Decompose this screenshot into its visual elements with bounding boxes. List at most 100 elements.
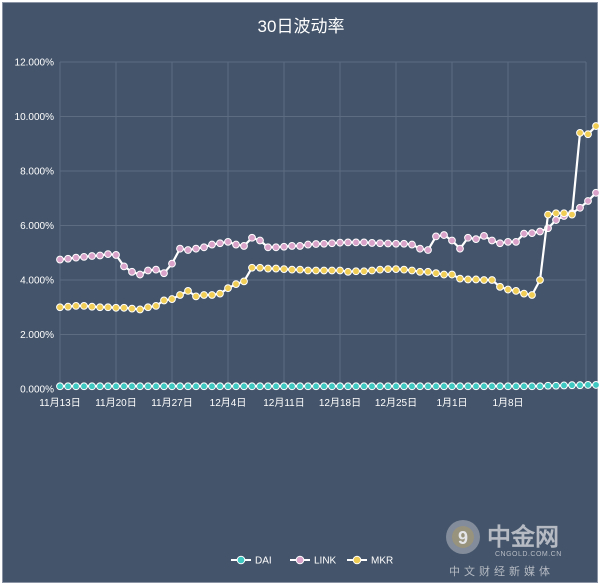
data-point-link	[480, 231, 488, 240]
data-point-link	[256, 236, 264, 245]
data-point-link	[216, 239, 224, 248]
data-point-dai	[440, 382, 448, 391]
data-point-dai	[496, 382, 504, 391]
data-point-link	[72, 253, 80, 262]
legend-item-dai: DAI	[231, 556, 272, 567]
data-point-mkr	[472, 275, 480, 284]
data-point-mkr	[72, 301, 80, 310]
series-link	[56, 188, 599, 279]
data-point-mkr	[360, 267, 368, 276]
data-point-dai	[360, 382, 368, 391]
data-point-link	[336, 238, 344, 247]
data-point-dai	[80, 382, 88, 391]
data-point-dai	[336, 382, 344, 391]
data-point-dai	[392, 382, 400, 391]
data-point-mkr	[552, 209, 560, 218]
y-tick-label: 6.000%	[20, 221, 54, 232]
legend-marker	[352, 555, 362, 565]
gold-coin-swirl-icon: 9	[446, 520, 480, 554]
data-point-mkr	[56, 303, 64, 312]
data-point-link	[112, 251, 120, 259]
data-point-mkr	[272, 264, 280, 273]
data-point-dai	[88, 382, 96, 391]
data-point-dai	[192, 382, 200, 391]
data-point-dai	[56, 382, 64, 391]
data-point-dai	[272, 382, 280, 391]
data-point-dai	[304, 382, 312, 391]
data-point-dai	[152, 382, 160, 391]
data-point-link	[240, 242, 248, 250]
legend-item-mkr: MKR	[347, 556, 393, 567]
data-point-mkr	[96, 303, 104, 312]
data-point-link	[144, 266, 152, 275]
data-point-link	[304, 240, 312, 249]
data-point-link	[328, 239, 336, 248]
data-point-link	[152, 265, 160, 274]
data-point-link	[424, 246, 432, 254]
y-tick-label: 8.000%	[20, 167, 54, 178]
data-point-dai	[296, 382, 304, 391]
data-point-mkr	[328, 266, 336, 275]
data-point-link	[80, 252, 88, 261]
data-point-dai	[120, 382, 128, 391]
data-point-mkr	[368, 266, 376, 275]
y-tick-label: 4.000%	[20, 276, 54, 287]
data-point-link	[520, 229, 528, 238]
volatility-line-chart: 30日波动率 0.000% 2.000% 4.000% 6.000% 8.000% 10.…	[15, 17, 599, 578]
data-point-link	[136, 270, 144, 279]
data-point-dai	[416, 382, 424, 391]
data-point-dai	[576, 381, 584, 390]
x-tick-label: 11月13日	[39, 397, 81, 409]
data-point-dai	[384, 382, 392, 391]
data-point-mkr	[576, 128, 584, 137]
data-point-link	[592, 188, 599, 197]
x-tick-label: 12月25日	[375, 397, 417, 409]
x-tick-label: 1月1日	[436, 397, 467, 409]
data-point-mkr	[296, 265, 304, 274]
data-point-dai	[112, 382, 120, 391]
data-point-link	[496, 239, 504, 248]
data-point-dai	[472, 382, 480, 391]
data-point-link	[376, 239, 384, 248]
legend-item-link: LINK	[290, 556, 337, 567]
data-point-dai	[528, 382, 536, 391]
data-point-mkr	[536, 276, 544, 284]
data-point-mkr	[240, 277, 248, 286]
data-point-dai	[592, 381, 599, 389]
data-point-mkr	[352, 267, 360, 276]
data-point-link	[392, 239, 400, 248]
data-point-dai	[328, 382, 336, 391]
data-point-mkr	[200, 291, 208, 299]
data-point-dai	[488, 382, 496, 391]
data-point-link	[360, 238, 368, 247]
watermark-tagline: 中文财经新媒体	[449, 564, 554, 578]
data-point-dai	[368, 382, 376, 391]
data-point-dai	[520, 382, 528, 391]
data-point-dai	[264, 382, 272, 391]
x-tick-label: 11月20日	[95, 397, 137, 409]
data-point-dai	[104, 382, 112, 391]
data-point-mkr	[376, 265, 384, 274]
series-layer	[56, 122, 599, 391]
series-line-mkr	[59, 124, 599, 311]
data-point-link	[352, 238, 360, 247]
data-point-link	[440, 231, 448, 239]
data-point-link	[296, 242, 304, 250]
data-point-mkr	[224, 284, 232, 293]
legend-label: LINK	[314, 556, 337, 567]
data-point-dai	[376, 382, 384, 391]
data-point-dai	[464, 382, 472, 391]
data-point-link	[288, 242, 296, 250]
data-point-link	[456, 244, 464, 253]
data-point-dai	[560, 381, 568, 390]
data-point-link	[192, 244, 200, 253]
data-point-link	[208, 240, 216, 249]
data-point-link	[312, 240, 320, 248]
data-point-link	[128, 267, 136, 276]
data-point-link	[232, 240, 240, 249]
data-point-dai	[232, 382, 240, 391]
data-point-dai	[480, 382, 488, 391]
data-point-dai	[536, 382, 544, 391]
data-point-dai	[72, 382, 80, 391]
data-point-link	[224, 237, 232, 246]
